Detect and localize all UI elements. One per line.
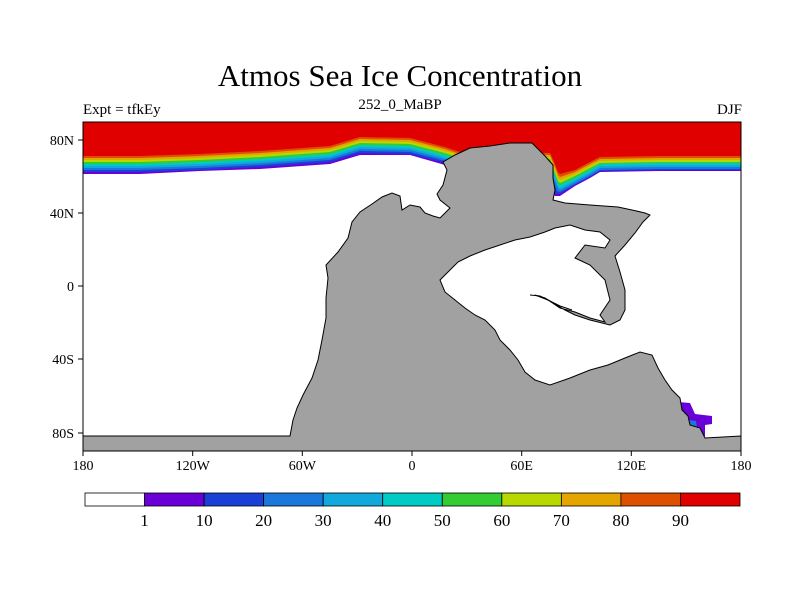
- colorbar-swatch: [322, 492, 384, 507]
- colorbar-swatch: [680, 492, 741, 507]
- lon-tick-label: 120E: [617, 459, 647, 474]
- lon-tick-label: 180: [731, 459, 752, 474]
- colorbar: [84, 492, 741, 507]
- lon-tick-label: 60W: [289, 459, 317, 474]
- colorbar-labels: 1 10 20 30 40 50 60 70 80 90: [140, 511, 689, 530]
- lat-tick-label: 40N: [50, 207, 74, 222]
- colorbar-swatch: [263, 492, 324, 507]
- colorbar-swatch: [501, 492, 562, 507]
- sea-ice-layer: [83, 122, 741, 436]
- lat-tick-label: 80S: [52, 427, 74, 442]
- colorbar-label: 80: [612, 511, 629, 530]
- lat-tick-label: 80N: [50, 134, 74, 149]
- sea-ice-band-10: [83, 122, 741, 174]
- colorbar-label: 10: [196, 511, 213, 530]
- colorbar-swatch: [560, 492, 622, 507]
- season-label: DJF: [716, 102, 742, 118]
- colorbar-label: 1: [140, 511, 149, 530]
- lon-tick-label: 180: [73, 459, 94, 474]
- colorbar-swatch: [620, 492, 681, 507]
- lat-tick-label: 40S: [52, 353, 74, 368]
- colorbar-label: 20: [255, 511, 272, 530]
- colorbar-swatch: [382, 492, 443, 507]
- lon-tick-label: 60E: [510, 459, 533, 474]
- lat-tick-label: 0: [67, 280, 74, 295]
- lon-tick-labels: 180 120W 60W 0 60E 120E 180: [73, 459, 752, 474]
- age-label: 252_0_MaBP: [358, 97, 442, 113]
- colorbar-swatch: [441, 492, 503, 507]
- pangaea-landmass: [83, 142, 741, 451]
- colorbar-swatch: [203, 492, 265, 507]
- land-layer: [83, 142, 741, 451]
- colorbar-label: 90: [672, 511, 689, 530]
- tethys-coastline: [529, 294, 573, 311]
- experiment-label: Expt = tfkEy: [83, 102, 161, 118]
- tick-marks: [78, 139, 742, 456]
- lat-tick-labels: 80N 40N 0 40S 80S: [50, 134, 74, 442]
- colorbar-swatch: [84, 492, 145, 507]
- colorbar-label: 30: [315, 511, 332, 530]
- colorbar-label: 40: [374, 511, 391, 530]
- map-title: Atmos Sea Ice Concentration: [217, 58, 583, 93]
- colorbar-label: 70: [553, 511, 570, 530]
- colorbar-swatch: [144, 492, 205, 507]
- lon-tick-label: 120W: [176, 459, 211, 474]
- colorbar-label: 60: [493, 511, 510, 530]
- lon-tick-label: 0: [409, 459, 416, 474]
- colorbar-label: 50: [434, 511, 451, 530]
